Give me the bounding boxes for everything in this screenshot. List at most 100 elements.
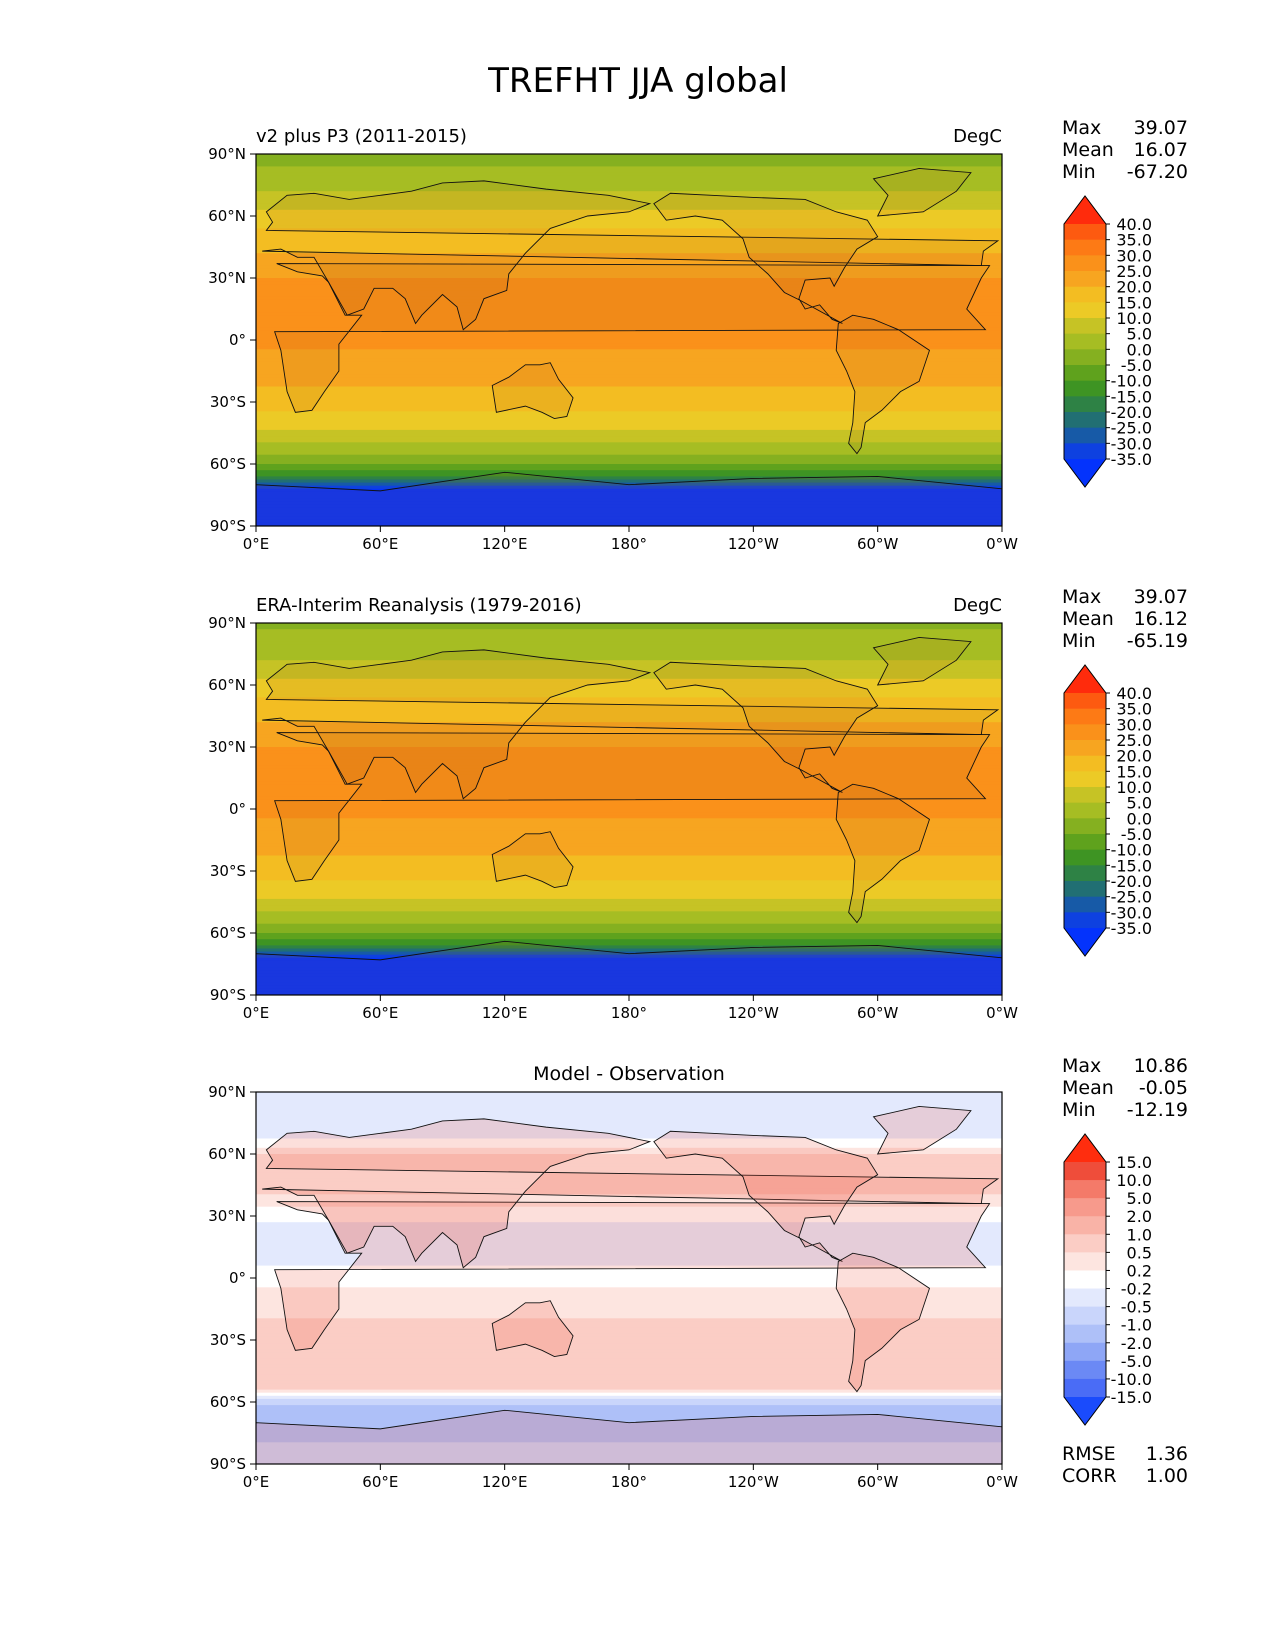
stat-label: Max — [1062, 586, 1101, 608]
zonal-band — [256, 154, 1002, 158]
colorbar-label: 30.0 — [1116, 715, 1152, 734]
colorbar-segment — [1064, 1378, 1106, 1398]
colorbar-label: -2.0 — [1121, 1334, 1152, 1353]
y-tick-label: 30°S — [210, 1331, 246, 1349]
zonal-band — [256, 840, 1002, 844]
stat-value: -65.19 — [1127, 630, 1188, 652]
y-tick-label: 30°S — [210, 862, 246, 880]
zonal-band — [256, 982, 1002, 987]
stat-label: Min — [1062, 630, 1096, 652]
zonal-band — [256, 728, 1002, 733]
zonal-band — [256, 939, 1002, 943]
zonal-band — [256, 1355, 1002, 1360]
zonal-band — [256, 1138, 1002, 1143]
coastline — [835, 783, 931, 924]
colorbar-segment — [1064, 693, 1106, 710]
zonal-band — [256, 985, 1002, 990]
zonal-band — [256, 700, 1002, 705]
zonal-band — [256, 641, 1002, 646]
colorbar-segment — [1064, 849, 1106, 866]
colorbar-label: 5.0 — [1127, 1189, 1152, 1208]
zonal-band — [256, 504, 1002, 508]
x-tick-label: 60°W — [857, 535, 899, 553]
zonal-band — [256, 374, 1002, 378]
zonal-band — [256, 821, 1002, 826]
colorbar-segment — [1064, 412, 1106, 429]
zonal-band — [256, 660, 1002, 664]
zonal-band — [256, 942, 1002, 946]
map-field — [256, 623, 1002, 995]
coastline — [491, 831, 574, 889]
footer-stat-label: RMSE — [1062, 1443, 1116, 1465]
zonal-band — [256, 1095, 1002, 1099]
zonal-band — [256, 1206, 1002, 1211]
colorbar-label: 40.0 — [1116, 684, 1152, 703]
colorbar-segment — [1064, 912, 1106, 929]
zonal-band — [256, 778, 1002, 782]
zonal-band — [256, 315, 1002, 319]
zonal-band — [256, 722, 1002, 726]
zonal-band — [256, 243, 1002, 248]
zonal-band — [256, 367, 1002, 372]
colorbar-segment — [1064, 396, 1106, 413]
colorbar-segment — [1064, 302, 1106, 319]
zonal-band — [256, 970, 1002, 974]
x-tick-label: 60°E — [362, 535, 398, 553]
zonal-band — [256, 883, 1002, 888]
zonal-band — [256, 349, 1002, 353]
zonal-band — [256, 278, 1002, 282]
zonal-band — [256, 1336, 1002, 1341]
zonal-band — [256, 1203, 1002, 1208]
y-tick-label: 60°N — [208, 207, 246, 225]
zonal-band — [256, 1166, 1002, 1171]
zonal-band — [256, 654, 1002, 658]
stat-value: 16.12 — [1134, 608, 1188, 630]
zonal-band — [256, 917, 1002, 922]
coastline — [872, 168, 972, 217]
zonal-band — [256, 1451, 1002, 1456]
zonal-band — [256, 697, 1002, 702]
zonal-band — [256, 1268, 1002, 1273]
zonal-band — [256, 929, 1002, 934]
zonal-band — [256, 1315, 1002, 1319]
zonal-band — [256, 290, 1002, 295]
x-tick-label: 120°W — [728, 1004, 779, 1022]
zonal-band — [256, 1349, 1002, 1353]
colorbar-label: -10.0 — [1111, 372, 1152, 391]
zonal-band — [256, 491, 1002, 496]
zonal-band — [256, 364, 1002, 369]
zonal-band — [256, 1141, 1002, 1146]
zonal-band — [256, 737, 1002, 742]
colorbar-label: -35.0 — [1111, 919, 1152, 938]
zonal-band — [256, 426, 1002, 431]
zonal-band — [256, 467, 1002, 471]
zonal-band — [256, 1240, 1002, 1245]
zonal-band — [256, 1386, 1002, 1391]
stat-label: Mean — [1062, 608, 1114, 630]
colorbar-extend-max — [1064, 1134, 1106, 1162]
zonal-band — [256, 281, 1002, 285]
colorbar-segment — [1064, 740, 1106, 757]
stat-value: 16.07 — [1134, 139, 1188, 161]
coastline — [256, 471, 1002, 526]
stat-value: 10.86 — [1134, 1055, 1188, 1077]
zonal-band — [256, 855, 1002, 860]
y-tick-label: 60°S — [210, 1393, 246, 1411]
zonal-band — [256, 945, 1002, 950]
zonal-band — [256, 185, 1002, 189]
colorbar-segment — [1064, 1234, 1106, 1253]
zonal-band — [256, 1231, 1002, 1236]
zonal-band — [256, 1216, 1002, 1220]
zonal-band — [256, 1433, 1002, 1437]
zonal-band — [256, 1098, 1002, 1102]
colorbar-segment — [1064, 724, 1106, 741]
zonal-band — [256, 411, 1002, 415]
zonal-band — [256, 880, 1002, 884]
zonal-band — [256, 321, 1002, 326]
colorbar-segment — [1064, 896, 1106, 913]
x-tick-label: 120°E — [482, 1473, 528, 1491]
zonal-band — [256, 237, 1002, 242]
zonal-band — [256, 1247, 1002, 1251]
zonal-band — [256, 181, 1002, 186]
zonal-band — [256, 1436, 1002, 1440]
